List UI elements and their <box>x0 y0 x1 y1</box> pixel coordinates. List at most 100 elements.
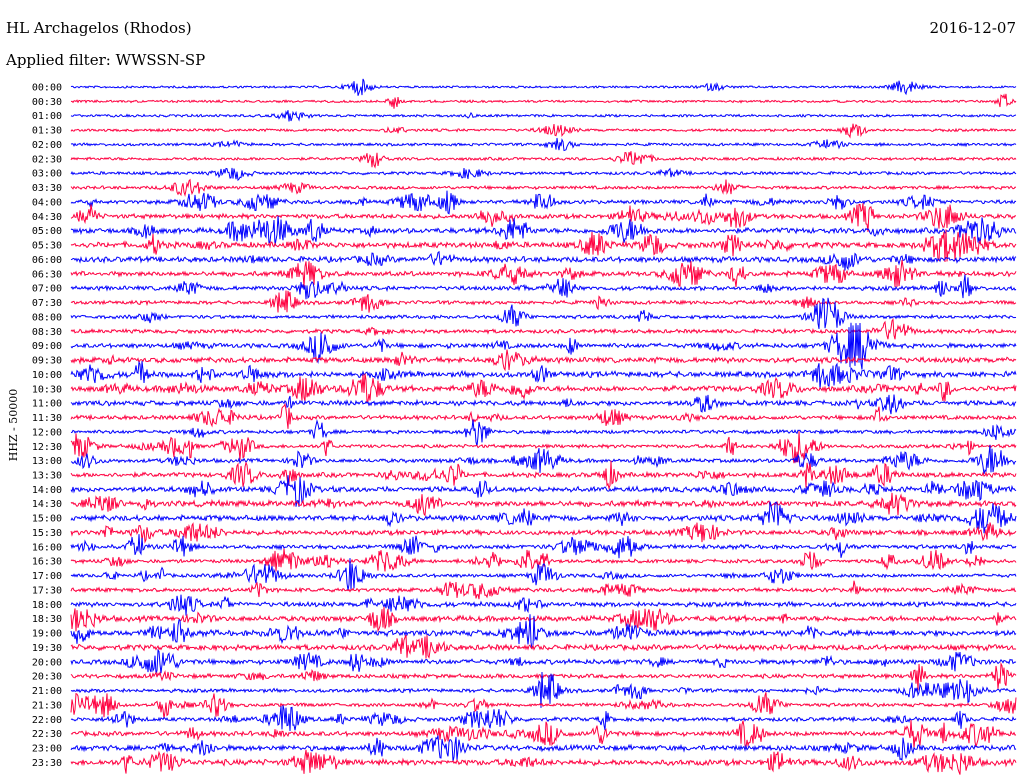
tick-label: 11:00 <box>32 399 62 410</box>
seismic-trace <box>70 445 1017 475</box>
seismic-trace <box>70 661 1017 691</box>
seismic-trace <box>70 692 1017 719</box>
seismic-trace <box>70 634 1017 659</box>
tick-label: 17:30 <box>32 585 62 596</box>
seismic-trace <box>70 606 1017 633</box>
tick-labels: 00:00 00:30 01:00 01:30 02:00 02:30 03:00 03:30… <box>32 83 62 769</box>
tick-label: 05:00 <box>32 226 62 237</box>
traces <box>70 78 1017 775</box>
seismic-trace <box>70 403 1017 429</box>
seismic-trace <box>70 274 1017 300</box>
y-axis-label: HHZ - 50000 <box>7 389 20 462</box>
seismic-trace <box>70 558 1017 591</box>
tick-label: 23:00 <box>32 744 62 755</box>
tick-label: 19:00 <box>32 629 62 640</box>
seismic-trace <box>70 93 1017 109</box>
seismic-trace <box>70 394 1017 415</box>
seismic-trace <box>70 151 1017 169</box>
tick-label: 00:30 <box>32 97 62 108</box>
seismic-trace <box>70 297 1017 329</box>
tick-label: 19:30 <box>32 643 62 654</box>
tick-label: 08:30 <box>32 327 62 338</box>
tick-label: 01:00 <box>32 111 62 122</box>
tick-label: 06:30 <box>32 269 62 280</box>
seismic-trace <box>70 648 1017 675</box>
tick-label: 12:00 <box>32 427 62 438</box>
seismic-trace <box>70 110 1017 122</box>
seismic-trace <box>70 548 1017 572</box>
seismic-trace <box>70 322 1017 370</box>
tick-label: 15:30 <box>32 528 62 539</box>
tick-label: 18:00 <box>32 600 62 611</box>
tick-label: 04:30 <box>32 212 62 223</box>
seismic-trace <box>70 580 1017 600</box>
tick-label: 14:30 <box>32 499 62 510</box>
tick-label: 09:30 <box>32 356 62 367</box>
tick-label: 05:30 <box>32 241 62 252</box>
tick-label: 07:00 <box>32 284 62 295</box>
tick-label: 18:30 <box>32 614 62 625</box>
seismic-trace <box>70 614 1017 649</box>
tick-label: 10:30 <box>32 384 62 395</box>
tick-label: 21:00 <box>32 686 62 697</box>
seismic-trace <box>70 749 1017 775</box>
tick-label: 01:30 <box>32 126 62 137</box>
seismic-trace <box>70 178 1017 198</box>
tick-label: 09:00 <box>32 341 62 352</box>
seismic-trace <box>70 418 1017 447</box>
tick-label: 20:30 <box>32 672 62 683</box>
y-axis-label-group: HHZ - 50000 <box>7 389 20 462</box>
seismic-trace <box>70 492 1017 517</box>
seismic-trace <box>70 360 1017 390</box>
seismic-trace <box>70 460 1017 491</box>
seismic-trace <box>70 705 1017 732</box>
date-label: 2016-12-07 <box>929 19 1016 37</box>
tick-label: 14:00 <box>32 485 62 496</box>
filter-label: Applied filter: WWSSN-SP <box>6 51 206 69</box>
seismic-trace <box>70 349 1017 372</box>
tick-label: 10:00 <box>32 370 62 381</box>
tick-label: 06:00 <box>32 255 62 266</box>
tick-label: 02:00 <box>32 140 62 151</box>
tick-label: 21:30 <box>32 700 62 711</box>
seismic-trace <box>70 720 1017 749</box>
seismic-trace <box>70 475 1017 507</box>
tick-label: 11:30 <box>32 413 62 424</box>
seismic-trace <box>70 290 1017 313</box>
tick-label: 16:00 <box>32 542 62 553</box>
seismic-trace <box>70 735 1017 762</box>
tick-label: 22:30 <box>32 729 62 740</box>
seismic-trace <box>70 203 1017 232</box>
seismic-trace <box>70 250 1017 271</box>
seismic-trace <box>70 594 1017 616</box>
seismic-trace <box>70 137 1017 152</box>
seismic-trace <box>70 167 1017 182</box>
seismic-trace <box>70 215 1017 246</box>
seismic-trace <box>70 373 1017 403</box>
tick-label: 16:30 <box>32 557 62 568</box>
seismic-trace <box>70 671 1017 708</box>
seismic-trace <box>70 78 1017 96</box>
tick-label: 00:00 <box>32 83 62 94</box>
seismic-trace <box>70 259 1017 288</box>
seismic-trace <box>70 431 1017 464</box>
seismic-trace <box>70 317 1017 340</box>
tick-label: 13:00 <box>32 456 62 467</box>
tick-label: 13:30 <box>32 470 62 481</box>
tick-label: 22:00 <box>32 715 62 726</box>
tick-label: 15:00 <box>32 514 62 525</box>
seismic-trace <box>70 190 1017 215</box>
tick-label: 17:00 <box>32 571 62 582</box>
tick-label: 12:30 <box>32 442 62 453</box>
tick-label: 03:30 <box>32 183 62 194</box>
tick-label: 20:00 <box>32 657 62 668</box>
seismic-trace <box>70 123 1017 139</box>
tick-label: 07:30 <box>32 298 62 309</box>
seismic-trace <box>70 229 1017 263</box>
station-title: HL Archagelos (Rhodos) <box>6 19 192 37</box>
tick-label: 02:30 <box>32 154 62 165</box>
tick-label: 04:00 <box>32 197 62 208</box>
tick-label: 03:00 <box>32 169 62 180</box>
tick-label: 08:00 <box>32 312 62 323</box>
